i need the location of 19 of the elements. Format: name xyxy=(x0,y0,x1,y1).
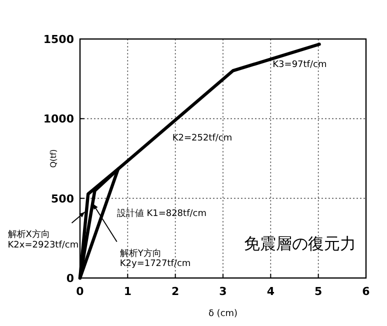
annotation: K2=252tf/cm xyxy=(172,133,232,144)
annotation: 解析X方向 K2x=2923tf/cm xyxy=(8,229,79,250)
x-tick-label: 6 xyxy=(362,285,370,298)
x-tick-label: 4 xyxy=(266,285,275,298)
x-tick-label: 2 xyxy=(172,285,180,298)
annotation: 解析Y方向 K2y=1727tf/cm xyxy=(120,248,191,270)
annotation: 設計値 K1=828tf/cm xyxy=(116,208,206,219)
y-tick-label: 500 xyxy=(51,192,74,206)
annotation: K3=97tf/cm xyxy=(272,60,327,70)
y-axis-title: Q(tf) xyxy=(49,149,58,168)
annotation: 免震層の復元力 xyxy=(244,234,356,253)
y-tick-label: 1000 xyxy=(43,112,74,126)
x-tick-label: 5 xyxy=(314,285,322,298)
y-tick-label: 0 xyxy=(66,272,74,285)
x-tick-label: 0 xyxy=(76,285,84,298)
x-tick-label: 3 xyxy=(219,285,227,298)
x-axis-title: δ (cm) xyxy=(208,309,238,319)
y-tick-label: 1500 xyxy=(43,33,74,46)
x-tick-label: 1 xyxy=(124,285,132,298)
